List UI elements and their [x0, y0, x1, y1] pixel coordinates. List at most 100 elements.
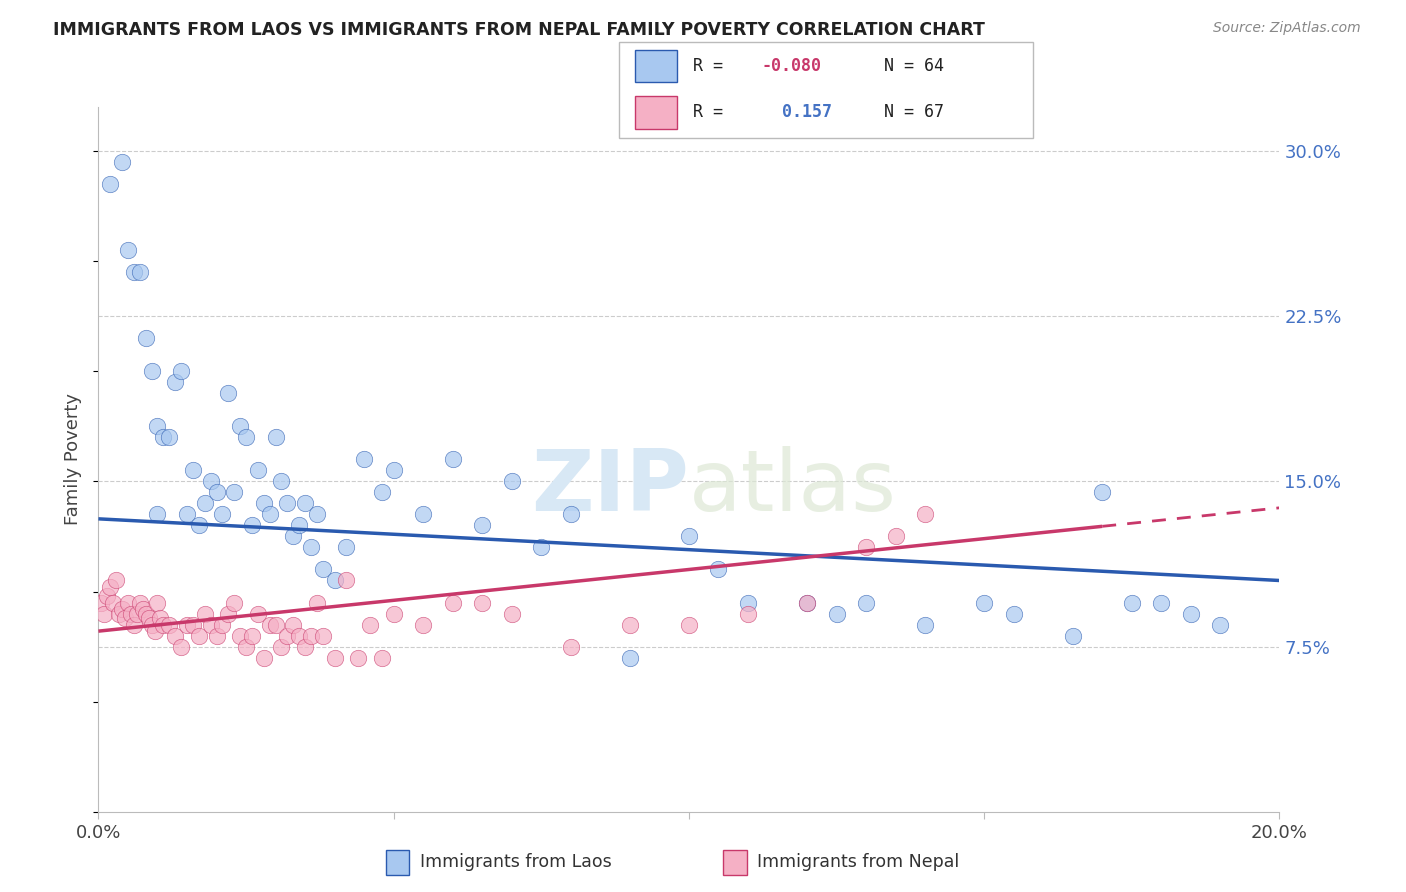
Point — [149, 611, 172, 625]
Point — [471, 595, 494, 609]
Point — [678, 529, 700, 543]
Point — [264, 430, 287, 444]
Point — [108, 607, 131, 621]
Point — [359, 617, 381, 632]
Point — [259, 508, 281, 522]
Point — [105, 574, 128, 588]
Point — [117, 243, 139, 257]
Point — [128, 595, 150, 609]
Point — [353, 452, 375, 467]
Bar — [385, 850, 409, 875]
Point — [884, 529, 907, 543]
Point — [181, 617, 204, 632]
Point — [412, 617, 434, 632]
Point — [560, 640, 582, 654]
Text: R =: R = — [693, 103, 734, 121]
Point — [294, 640, 316, 654]
Point — [1121, 595, 1143, 609]
Point — [347, 650, 370, 665]
Point — [240, 518, 263, 533]
Point — [111, 602, 134, 616]
Point — [501, 607, 523, 621]
Point — [146, 508, 169, 522]
Point — [412, 508, 434, 522]
Point — [235, 640, 257, 654]
Point — [200, 617, 222, 632]
Point — [98, 177, 121, 191]
Text: IMMIGRANTS FROM LAOS VS IMMIGRANTS FROM NEPAL FAMILY POVERTY CORRELATION CHART: IMMIGRANTS FROM LAOS VS IMMIGRANTS FROM … — [53, 21, 986, 39]
Point — [111, 155, 134, 169]
Point — [619, 617, 641, 632]
Point — [235, 430, 257, 444]
Point — [914, 508, 936, 522]
Point — [283, 529, 305, 543]
Point — [305, 595, 328, 609]
Point — [294, 496, 316, 510]
Point — [501, 475, 523, 489]
Point — [276, 496, 298, 510]
Point — [135, 607, 157, 621]
Bar — [636, 50, 676, 82]
Point — [560, 508, 582, 522]
Text: R =: R = — [693, 57, 734, 75]
Point — [240, 628, 263, 642]
Point — [1091, 485, 1114, 500]
Text: ZIP: ZIP — [531, 446, 689, 529]
Point — [143, 624, 166, 639]
Point — [217, 386, 239, 401]
Point — [170, 364, 193, 378]
Point — [737, 595, 759, 609]
Point — [371, 650, 394, 665]
Point — [973, 595, 995, 609]
Point — [530, 541, 553, 555]
Point — [135, 331, 157, 345]
Point — [276, 628, 298, 642]
Point — [122, 265, 145, 279]
Point — [1002, 607, 1025, 621]
Point — [253, 496, 276, 510]
Point — [1209, 617, 1232, 632]
Point — [1150, 595, 1173, 609]
Point — [619, 650, 641, 665]
Point — [176, 508, 198, 522]
Y-axis label: Family Poverty: Family Poverty — [65, 393, 83, 525]
Bar — [636, 95, 676, 128]
Point — [224, 595, 246, 609]
Point — [211, 508, 233, 522]
Point — [299, 628, 322, 642]
Point — [270, 640, 292, 654]
Point — [157, 617, 180, 632]
Text: atlas: atlas — [689, 446, 897, 529]
Point — [259, 617, 281, 632]
Point — [132, 602, 155, 616]
Point — [217, 607, 239, 621]
Point — [205, 485, 228, 500]
Point — [855, 541, 877, 555]
Point — [200, 475, 222, 489]
Point — [737, 607, 759, 621]
Text: Immigrants from Laos: Immigrants from Laos — [419, 853, 612, 871]
Text: N = 64: N = 64 — [884, 57, 943, 75]
Point — [312, 628, 335, 642]
Point — [90, 595, 112, 609]
FancyBboxPatch shape — [619, 42, 1033, 138]
Point — [138, 611, 160, 625]
Point — [371, 485, 394, 500]
Point — [229, 419, 252, 434]
Point — [165, 628, 187, 642]
Point — [796, 595, 818, 609]
Point — [471, 518, 494, 533]
Point — [120, 607, 142, 621]
Point — [299, 541, 322, 555]
Text: N = 67: N = 67 — [884, 103, 943, 121]
Point — [855, 595, 877, 609]
Point — [229, 628, 252, 642]
Point — [270, 475, 292, 489]
Point — [117, 595, 139, 609]
Text: Source: ZipAtlas.com: Source: ZipAtlas.com — [1213, 21, 1361, 36]
Point — [125, 607, 148, 621]
Point — [1180, 607, 1202, 621]
Point — [707, 562, 730, 576]
Point — [194, 496, 217, 510]
Point — [165, 376, 187, 390]
